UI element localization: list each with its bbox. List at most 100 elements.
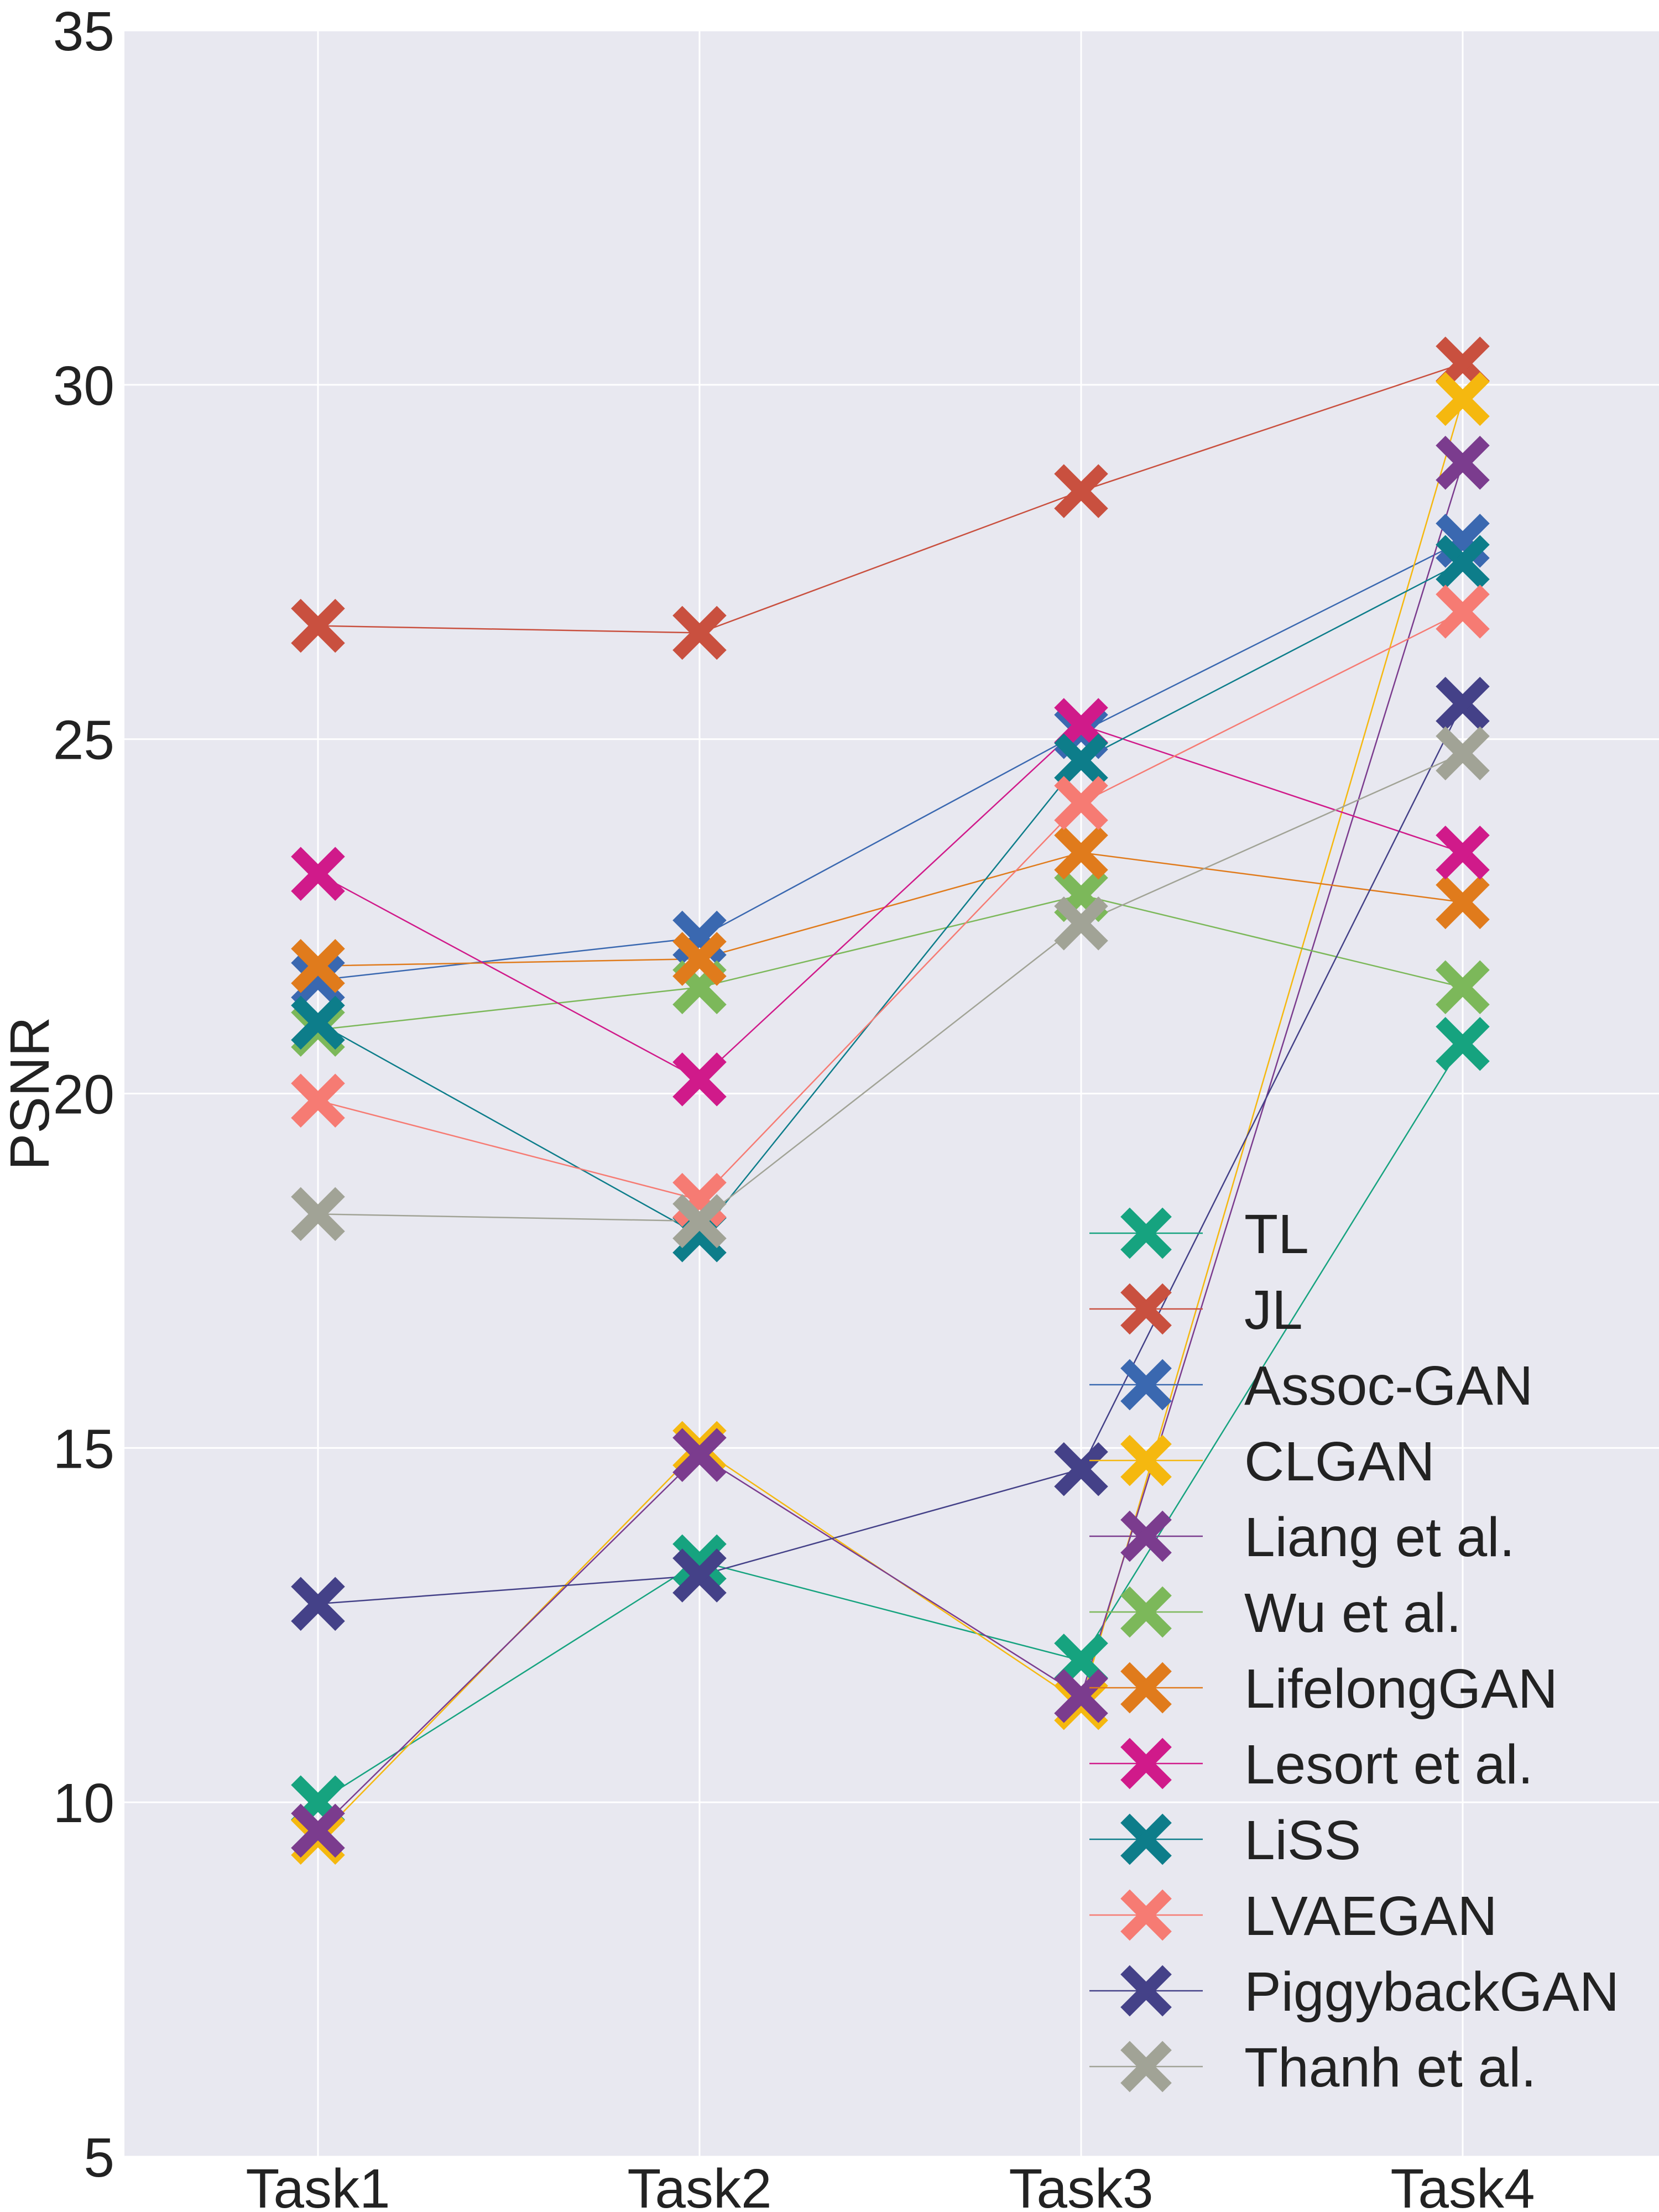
x-tick-label-task1: Task1 xyxy=(246,2158,390,2212)
legend-label-lvaegan: LVAEGAN xyxy=(1244,1885,1498,1947)
legend-marker-lvaegan xyxy=(1120,1889,1172,1941)
series-line-jl xyxy=(317,363,1463,634)
y-tick-label-20: 20 xyxy=(53,1064,114,1126)
y-tick-label-30: 30 xyxy=(53,355,114,417)
legend-item-thanh-et-al: Thanh et al. xyxy=(1089,2037,1536,2099)
legend-marker-jl xyxy=(1120,1283,1172,1335)
marker-liss-task3 xyxy=(1054,733,1108,787)
legend-label-lifelonggan: LifelongGAN xyxy=(1244,1658,1558,1720)
marker-thanh-et-al-task3 xyxy=(1054,896,1108,951)
series-lines xyxy=(317,363,1464,1839)
legend-item-assoc-gan: Assoc-GAN xyxy=(1089,1355,1533,1417)
marker-lesort-et-al-task2 xyxy=(672,1052,727,1107)
legend-label-jl: JL xyxy=(1244,1279,1303,1341)
series-line-piggybackgan xyxy=(317,703,1464,1605)
marker-lvaegan-task3 xyxy=(1054,776,1108,830)
marker-jl-task2-stroke-b xyxy=(672,606,727,660)
marker-lifelonggan-task2 xyxy=(672,932,727,986)
legend-marker-piggybackgan xyxy=(1120,1965,1172,2017)
series-markers xyxy=(291,336,1490,1865)
marker-liang-et-al-task3 xyxy=(1054,1669,1108,1723)
marker-lvaegan-task1 xyxy=(291,1073,345,1128)
y-axis-label: PSNR xyxy=(0,1017,61,1171)
legend-marker-lesort-et-al xyxy=(1120,1738,1172,1790)
marker-jl-task3 xyxy=(1054,464,1108,518)
marker-lifelonggan-task1 xyxy=(291,939,345,993)
legend-item-jl: JL xyxy=(1089,1279,1303,1341)
legend-item-lifelonggan: LifelongGAN xyxy=(1089,1658,1558,1720)
y-tick-label-35: 35 xyxy=(53,1,114,62)
series-line-lifelonggan xyxy=(317,852,1463,967)
marker-tl-task2 xyxy=(672,1534,727,1589)
marker-liang-et-al-task2-stroke-b xyxy=(672,1428,727,1482)
marker-lifelonggan-task1-stroke-b xyxy=(291,939,345,993)
marker-liang-et-al-task1-stroke-b xyxy=(291,1803,345,1858)
marker-lesort-et-al-task4 xyxy=(1436,825,1490,880)
legend-marker-liss-stroke-b xyxy=(1120,1813,1172,1865)
legend-label-piggybackgan: PiggybackGAN xyxy=(1244,1961,1619,2023)
marker-lifelonggan-task3-stroke-b xyxy=(1054,825,1108,880)
marker-jl-task1-stroke-b xyxy=(291,598,345,653)
marker-thanh-et-al-task1-stroke-b xyxy=(291,1187,345,1241)
y-axis-ticks: 5 10 15 20 25 30 35 xyxy=(53,1,114,2189)
marker-liang-et-al-task2 xyxy=(672,1428,727,1482)
legend-item-piggybackgan: PiggybackGAN xyxy=(1089,1961,1619,2023)
legend-marker-lvaegan-stroke-b xyxy=(1120,1889,1172,1941)
x-tick-label-task2: Task2 xyxy=(627,2158,771,2212)
marker-piggybackgan-task2-stroke-b xyxy=(672,1548,727,1603)
marker-liang-et-al-task4-stroke-b xyxy=(1436,436,1490,490)
legend-marker-wu-et-al-stroke-b xyxy=(1120,1586,1172,1638)
marker-thanh-et-al-task2-stroke-b xyxy=(672,1194,727,1248)
legend-marker-clgan-stroke-b xyxy=(1120,1434,1172,1486)
legend-marker-thanh-et-al-stroke-b xyxy=(1120,2041,1172,2093)
legend-marker-wu-et-al xyxy=(1120,1586,1172,1638)
series-line-lvaegan xyxy=(317,611,1463,1201)
marker-liss-task1-stroke-b xyxy=(291,995,345,1050)
marker-lvaegan-task1-stroke-b xyxy=(291,1073,345,1128)
legend-marker-lifelonggan-stroke-b xyxy=(1120,1662,1172,1714)
marker-jl-task1 xyxy=(291,598,345,653)
series-line-liang-et-al xyxy=(317,462,1464,1832)
legend-item-wu-et-al: Wu et al. xyxy=(1089,1582,1462,1644)
series-line-assoc-gan xyxy=(317,540,1463,981)
legend-label-tl: TL xyxy=(1244,1203,1309,1265)
legend-marker-tl xyxy=(1120,1207,1172,1259)
marker-tl-task4-stroke-b xyxy=(1436,1017,1490,1071)
legend-marker-liang-et-al xyxy=(1120,1510,1172,1562)
marker-lesort-et-al-task4-stroke-b xyxy=(1436,825,1490,880)
marker-liang-et-al-task3-stroke-b xyxy=(1054,1669,1108,1723)
series-line-liss xyxy=(317,561,1463,1237)
marker-piggybackgan-task2 xyxy=(672,1548,727,1603)
marker-piggybackgan-task1-stroke-b xyxy=(291,1577,345,1631)
marker-piggybackgan-task4 xyxy=(1436,676,1490,731)
legend-marker-assoc-gan xyxy=(1120,1359,1172,1411)
marker-tl-task2-stroke-b xyxy=(672,1534,727,1589)
marker-lifelonggan-task4-stroke-b xyxy=(1436,875,1490,930)
marker-lvaegan-task4-stroke-b xyxy=(1436,585,1490,639)
series-line-lesort-et-al xyxy=(317,724,1463,1081)
marker-clgan-task4-stroke-b xyxy=(1436,372,1490,426)
marker-thanh-et-al-task1 xyxy=(291,1187,345,1241)
marker-wu-et-al-task4 xyxy=(1436,960,1490,1015)
x-tick-label-task4: Task4 xyxy=(1390,2158,1535,2212)
legend-item-clgan: CLGAN xyxy=(1089,1431,1435,1493)
legend-label-thanh-et-al: Thanh et al. xyxy=(1244,2037,1536,2099)
marker-wu-et-al-task4-stroke-b xyxy=(1436,960,1490,1015)
series-line-thanh-et-al xyxy=(317,753,1463,1222)
marker-thanh-et-al-task4 xyxy=(1436,726,1490,781)
marker-thanh-et-al-task3-stroke-b xyxy=(1054,896,1108,951)
legend-marker-thanh-et-al xyxy=(1120,2041,1172,2093)
legend: TL JL Assoc-GAN CLGAN Liang et al. Wu et al. L… xyxy=(1089,1203,1619,2099)
legend-item-liang-et-al: Liang et al. xyxy=(1089,1506,1515,1568)
legend-marker-tl-stroke-b xyxy=(1120,1207,1172,1259)
marker-liss-task1 xyxy=(291,995,345,1050)
marker-thanh-et-al-task4-stroke-b xyxy=(1436,726,1490,781)
legend-marker-liss xyxy=(1120,1813,1172,1865)
y-tick-label-15: 15 xyxy=(53,1418,114,1480)
legend-marker-lesort-et-al-stroke-b xyxy=(1120,1738,1172,1790)
y-tick-label-10: 10 xyxy=(53,1772,114,1834)
marker-thanh-et-al-task2 xyxy=(672,1194,727,1248)
legend-label-wu-et-al: Wu et al. xyxy=(1244,1582,1462,1644)
y-tick-label-25: 25 xyxy=(53,709,114,771)
